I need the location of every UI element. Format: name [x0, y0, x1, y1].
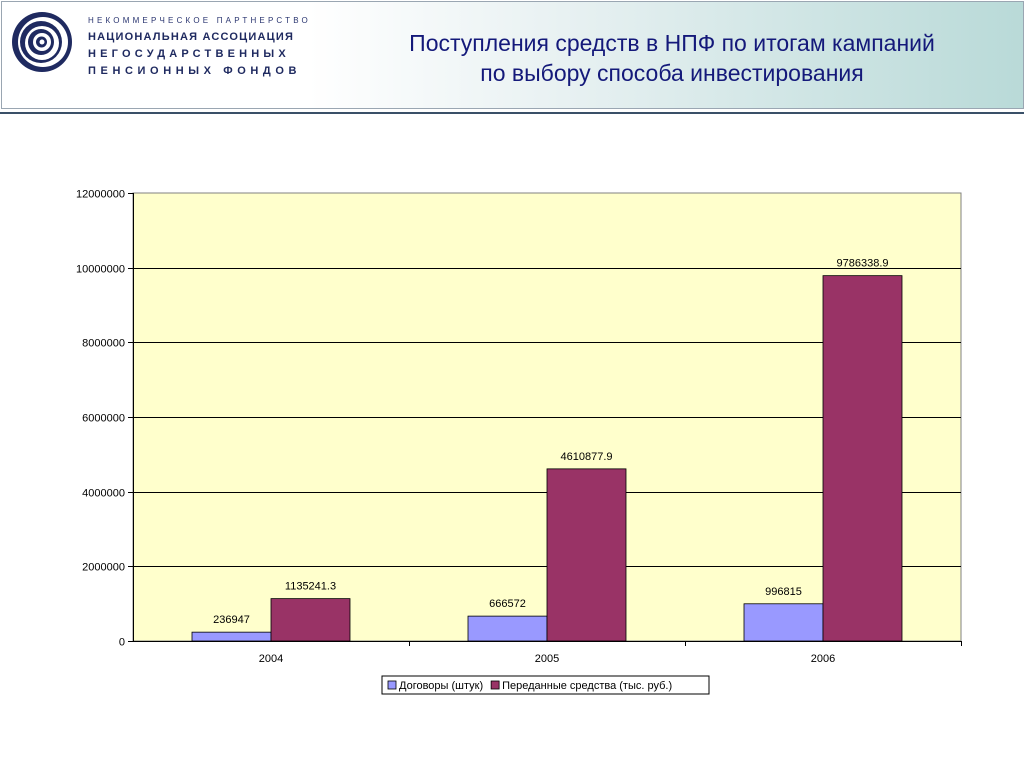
y-tick-label: 6000000	[82, 413, 125, 425]
data-label: 666572	[489, 598, 526, 610]
bar-funds-2006	[822, 275, 903, 642]
bar-contracts-2005	[467, 615, 548, 642]
header-divider	[0, 112, 1024, 114]
org-line-3: НЕГОСУДАРСТВЕННЫХ	[88, 48, 290, 60]
npf-association-logo	[12, 12, 72, 72]
legend-label: Переданные средства (тыс. руб.)	[502, 680, 672, 692]
bar-funds-2004	[270, 598, 351, 642]
bar-funds-2005	[546, 468, 627, 642]
y-tick-label: 4000000	[82, 488, 125, 500]
slide-title-line-1: Поступления средств в НПФ по итогам камп…	[409, 30, 935, 56]
org-line-2: НАЦИОНАЛЬНАЯ АССОЦИАЦИЯ	[88, 31, 295, 43]
bar-contracts-2004	[191, 631, 272, 642]
legend-swatch	[490, 680, 500, 690]
slide-header: НЕКОММЕРЧЕСКОЕ ПАРТНЕРСТВО НАЦИОНАЛЬНАЯ …	[1, 1, 1024, 109]
x-tick-label: 2004	[259, 653, 283, 665]
legend-box	[381, 675, 710, 695]
org-line-1: НЕКОММЕРЧЕСКОЕ ПАРТНЕРСТВО	[88, 16, 311, 25]
y-tick-label: 8000000	[82, 338, 125, 350]
legend-label: Договоры (штук)	[399, 680, 483, 692]
organization-name: НЕКОММЕРЧЕСКОЕ ПАРТНЕРСТВО НАЦИОНАЛЬНАЯ …	[88, 12, 311, 80]
legend-swatch	[387, 680, 397, 690]
y-tick-label: 10000000	[76, 264, 125, 276]
org-line-4: ПЕНСИОННЫХ ФОНДОВ	[88, 65, 302, 77]
data-label: 236947	[213, 614, 250, 626]
x-tick-label: 2005	[535, 653, 559, 665]
x-tick-label: 2006	[811, 653, 835, 665]
data-label: 1135241.3	[285, 581, 336, 593]
data-label: 9786338.9	[837, 258, 889, 270]
data-label: 996815	[765, 586, 802, 598]
y-tick-label: 0	[119, 637, 125, 649]
y-tick-label: 2000000	[82, 562, 125, 574]
y-tick-label: 12000000	[76, 189, 125, 201]
bar-contracts-2006	[743, 603, 824, 642]
slide-title: Поступления средств в НПФ по итогам камп…	[332, 28, 1012, 88]
data-label: 4610877.9	[561, 451, 613, 463]
slide-title-line-2: по выбору способа инвестирования	[480, 60, 864, 86]
